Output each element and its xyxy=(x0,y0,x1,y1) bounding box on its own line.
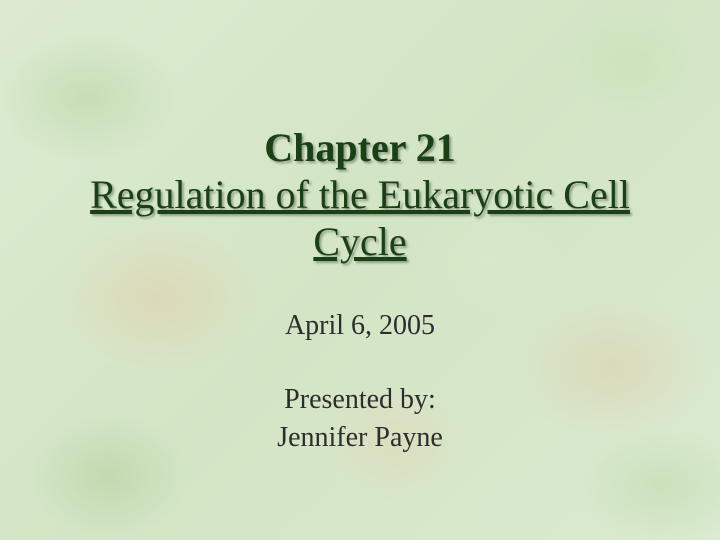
body-block: April 6, 2005 Presented by: Jennifer Pay… xyxy=(277,307,443,456)
subtitle-line-2: Cycle xyxy=(90,218,630,265)
presenter-name: Jennifer Payne xyxy=(277,419,443,457)
subtitle-line-1: Regulation of the Eukaryotic Cell xyxy=(90,171,630,218)
date-text: April 6, 2005 xyxy=(277,307,443,345)
title-block: Chapter 21 Regulation of the Eukaryotic … xyxy=(90,125,630,265)
spacer xyxy=(277,345,443,381)
chapter-number: Chapter 21 xyxy=(90,125,630,171)
slide-container: Chapter 21 Regulation of the Eukaryotic … xyxy=(0,0,720,540)
presented-by-label: Presented by: xyxy=(277,381,443,419)
